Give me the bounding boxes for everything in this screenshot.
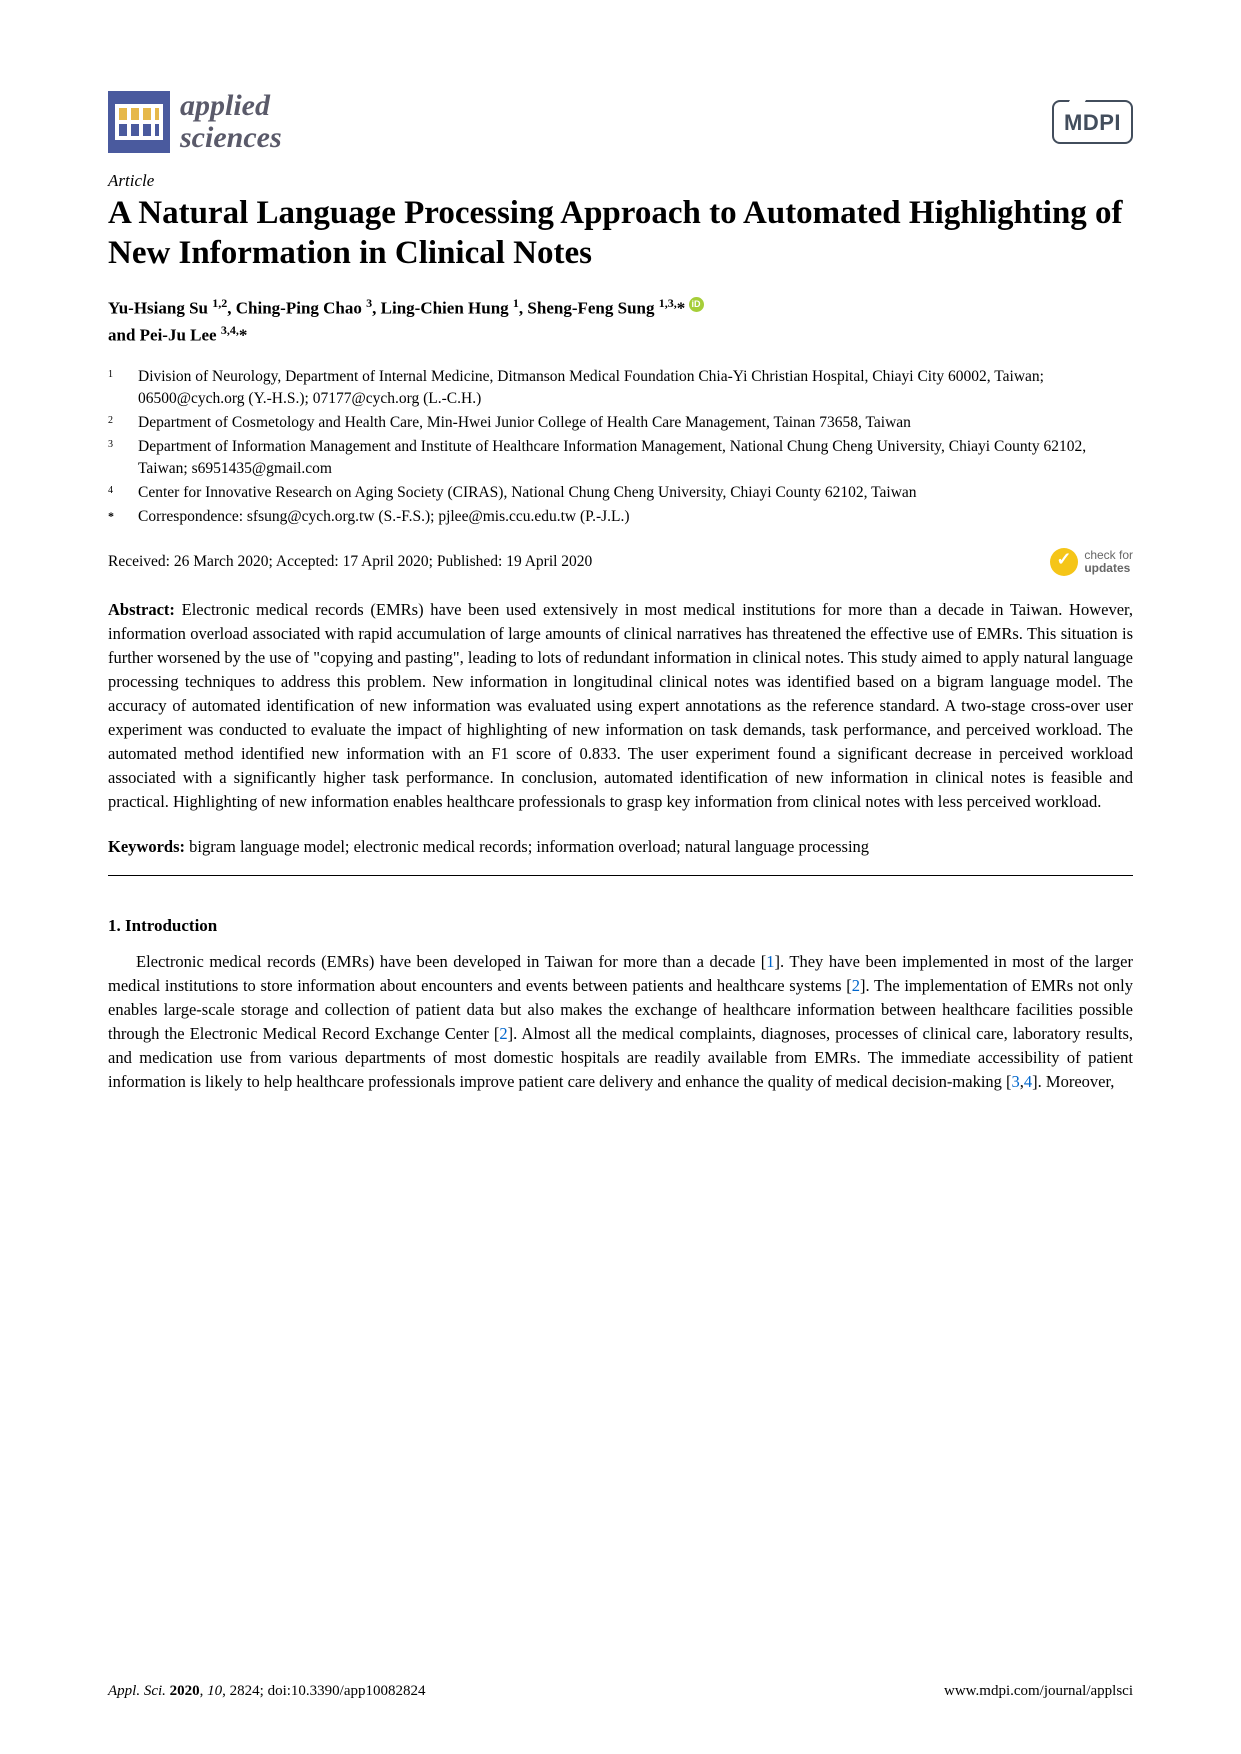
check-for-updates[interactable]: check for updates	[1050, 548, 1133, 576]
journal-logo-icon	[108, 91, 170, 153]
section-1-heading: 1. Introduction	[108, 916, 1133, 936]
check-updates-line1: check for	[1084, 548, 1133, 562]
publication-dates: Received: 26 March 2020; Accepted: 17 Ap…	[108, 553, 592, 571]
affiliation-text: Correspondence: sfsung@cych.org.tw (S.-F…	[138, 506, 1133, 528]
affiliation-row: *Correspondence: sfsung@cych.org.tw (S.-…	[108, 506, 1133, 528]
affiliation-text: Department of Cosmetology and Health Car…	[138, 412, 1133, 434]
footer-year: 2020	[166, 1683, 200, 1699]
footer-citation: Appl. Sci. 2020, 10, 2824; doi:10.3390/a…	[108, 1683, 425, 1700]
footer-url: www.mdpi.com/journal/applsci	[944, 1683, 1133, 1700]
affiliation-number: *	[108, 506, 138, 528]
keywords-text: bigram language model; electronic medica…	[189, 837, 869, 856]
divider	[108, 875, 1133, 876]
affiliation-text: Division of Neurology, Department of Int…	[138, 366, 1133, 410]
article-title: A Natural Language Processing Approach t…	[108, 193, 1133, 274]
publisher-logo: MDPI	[1052, 100, 1133, 144]
affiliation-number: 4	[108, 482, 138, 504]
affiliation-number: 1	[108, 366, 138, 410]
affiliation-row: 4Center for Innovative Research on Aging…	[108, 482, 1133, 504]
affiliation-text: Department of Information Management and…	[138, 436, 1133, 480]
affiliation-number: 2	[108, 412, 138, 434]
header-row: applied sciences MDPI	[108, 90, 1133, 153]
affiliation-row: 2Department of Cosmetology and Health Ca…	[108, 412, 1133, 434]
page-footer: Appl. Sci. 2020, 10, 2824; doi:10.3390/a…	[108, 1683, 1133, 1700]
affiliation-row: 3Department of Information Management an…	[108, 436, 1133, 480]
abstract-text: Electronic medical records (EMRs) have b…	[108, 600, 1133, 812]
dates-row: Received: 26 March 2020; Accepted: 17 Ap…	[108, 548, 1133, 576]
introduction-paragraph: Electronic medical records (EMRs) have b…	[108, 950, 1133, 1094]
journal-logo: applied sciences	[108, 90, 282, 153]
check-updates-text: check for updates	[1084, 549, 1133, 575]
affiliations: 1Division of Neurology, Department of In…	[108, 366, 1133, 528]
abstract: Abstract: Electronic medical records (EM…	[108, 598, 1133, 815]
authors: Yu-Hsiang Su 1,2, Ching-Ping Chao 3, Lin…	[108, 294, 1133, 348]
publisher-name: MDPI	[1064, 110, 1121, 135]
keywords-label: Keywords:	[108, 837, 185, 856]
journal-name-line1: applied	[180, 89, 270, 122]
affiliation-number: 3	[108, 436, 138, 480]
abstract-label: Abstract:	[108, 600, 175, 619]
check-updates-icon	[1050, 548, 1078, 576]
keywords: Keywords: bigram language model; electro…	[108, 835, 1133, 859]
journal-name-line2: sciences	[180, 121, 282, 154]
footer-journal-abbrev: Appl. Sci.	[108, 1683, 166, 1699]
footer-citation-rest: , 10, 2824; doi:10.3390/app10082824	[200, 1683, 426, 1699]
affiliation-row: 1Division of Neurology, Department of In…	[108, 366, 1133, 410]
affiliation-text: Center for Innovative Research on Aging …	[138, 482, 1133, 504]
journal-name: applied sciences	[180, 90, 282, 153]
check-updates-line2: updates	[1084, 561, 1130, 575]
article-type: Article	[108, 171, 1133, 191]
